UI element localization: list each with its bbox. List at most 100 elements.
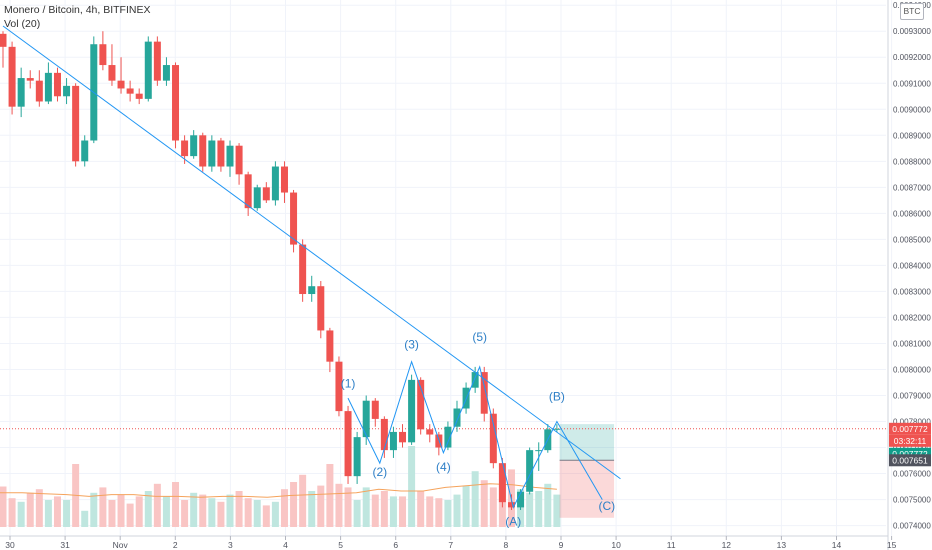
time-tick-label: 5 [338,540,343,550]
candle-body [217,140,225,167]
price-tick-label: 0.0090000 [893,105,931,114]
price-tick-label: 0.0093000 [893,27,931,36]
time-tick-label: 6 [393,540,398,550]
volume-bar [489,487,497,527]
volume-bar [63,500,71,527]
price-tick-label: 0.0081000 [893,339,931,348]
stop-price-badge: 0.007651 [892,455,928,465]
volume-bar [271,501,279,527]
volume-bar [471,471,479,527]
volume-bar [26,492,34,527]
countdown-badge-bg [889,434,931,447]
candle-body [308,286,316,295]
volume-bar [353,500,361,527]
volume-bar [253,500,261,527]
candle-body [190,135,198,157]
price-tick-label: 0.0088000 [893,157,931,166]
volume-bar [199,494,207,527]
candle-body [489,413,497,464]
candle-body [17,78,25,107]
candle-body [172,65,180,141]
candle-body [199,135,207,167]
price-tick-label: 0.0086000 [893,209,931,218]
time-tick-label: 14 [832,540,842,550]
volume-bar [344,487,352,527]
candle-body [453,408,461,427]
price-tick-label: 0.0074000 [893,522,931,531]
currency-badge[interactable]: BTC [900,3,924,20]
candle-body [371,400,379,419]
volume-bar [81,510,89,527]
wave-label: (B) [549,390,565,404]
volume-indicator-label[interactable]: Vol (20) [4,18,41,30]
volume-bar [335,483,343,527]
wave-label: (1) [341,377,356,391]
candle-body [517,491,525,508]
price-tick-label: 0.0082000 [893,313,931,322]
volume-bar [453,494,461,527]
current-price-badge-bg [889,422,931,435]
volume-bar [417,491,425,527]
candle-body [280,166,288,193]
price-tick-label: 0.0076000 [893,470,931,479]
candle-body [0,33,7,47]
candle-body [480,372,488,414]
price-tick-label: 0.0080000 [893,365,931,374]
volume-bar [99,487,107,527]
trendline [2,25,621,480]
time-tick-label: 3 [228,540,233,550]
time-tick-label: 12 [722,540,732,550]
bid-price-badge: 0.007772 [892,449,928,459]
time-tick-label: 13 [777,540,787,550]
volume-bar [53,496,61,527]
volume-bar [408,446,416,527]
volume-bar [108,500,116,527]
volume-bar [317,485,325,527]
symbol-title: Monero / Bitcoin, 4h, BITFINEX [4,4,151,16]
candle-body [53,72,61,97]
candle-body [253,187,261,209]
time-tick-label: 2 [173,540,178,550]
candle-body [362,400,370,438]
candle-body [44,72,52,102]
time-tick-label: Nov [113,540,129,550]
time-tick-label: 11 [667,540,676,550]
candle-body [444,426,452,448]
candle-body [335,361,343,412]
candle-body [162,65,170,81]
candle-body [535,450,543,452]
volume-bar [172,482,180,527]
time-tick-label: 9 [559,540,564,550]
volume-bar [153,483,161,527]
candle-body [353,437,361,477]
volume-bar [480,480,488,527]
candle-body [153,41,161,81]
time-tick-label: 10 [611,540,621,550]
volume-bar [380,491,388,527]
wave-label: (2) [372,465,387,479]
candle-body [399,431,407,443]
volume-bar [308,491,316,527]
time-tick-label: 30 [5,540,15,550]
time-tick-label: 15 [887,540,897,550]
price-tick-label: 0.0079000 [893,391,931,400]
risk-zone [559,460,615,518]
volume-bar [144,491,152,527]
volume-bar [244,498,252,527]
time-tick-label: 4 [283,540,288,550]
time-tick-label: 31 [60,540,70,550]
candle-body [498,463,506,503]
candle-body [35,80,43,102]
candle-body [262,187,270,201]
candle-body [117,80,125,89]
candle-body [271,166,279,201]
volume-bar [8,498,16,527]
price-tick-label: 0.0092000 [893,53,931,62]
stop-price-badge-bg [889,454,931,467]
volume-bar [290,482,298,527]
candle-body [471,372,479,388]
volume-bar [544,483,552,527]
countdown-badge: 03:32:11 [894,436,927,446]
